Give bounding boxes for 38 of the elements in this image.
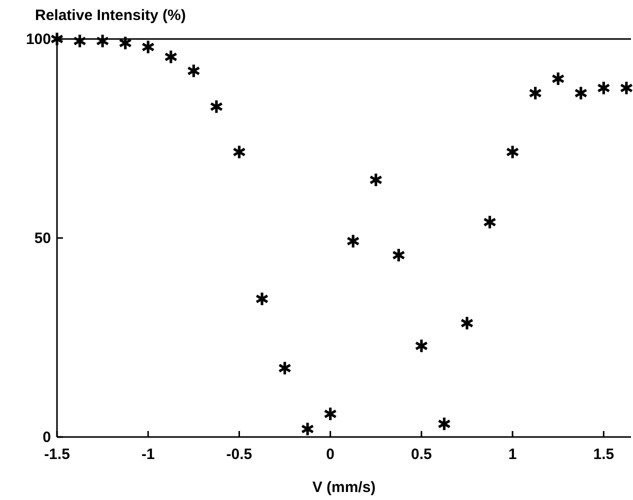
point	[460, 316, 474, 331]
point	[186, 63, 200, 78]
point	[528, 86, 542, 101]
point	[551, 71, 565, 86]
point	[50, 31, 64, 47]
point	[574, 86, 588, 101]
point	[300, 421, 314, 437]
x-tick-label: -0.5	[226, 446, 252, 463]
point	[141, 39, 155, 55]
point	[232, 144, 246, 160]
point	[620, 80, 633, 96]
point	[369, 172, 383, 188]
y-tick-label: 100	[26, 31, 51, 48]
point	[346, 234, 360, 249]
y-axis-title: Relative Intensity (%)	[35, 7, 186, 24]
x-tick-label: 1.5	[593, 446, 614, 463]
point	[483, 214, 496, 230]
point	[324, 406, 338, 422]
y-tick-label: 0	[42, 429, 51, 446]
point	[118, 35, 132, 51]
y-tick-label: 50	[34, 230, 51, 247]
point	[392, 248, 406, 263]
point	[278, 360, 292, 376]
point	[596, 80, 610, 96]
x-tick-label: 0.5	[411, 446, 432, 463]
x-tick-label: -1	[141, 446, 155, 463]
point	[255, 291, 269, 306]
x-tick-label: 0	[326, 446, 335, 463]
point	[210, 99, 224, 114]
point	[438, 416, 451, 432]
point	[73, 33, 86, 49]
point	[164, 49, 178, 64]
point	[96, 33, 110, 49]
x-tick-label: 1	[508, 446, 517, 463]
point	[414, 338, 428, 354]
x-axis-title: V (mm/s)	[312, 479, 376, 496]
x-tick-label: -1.5	[44, 446, 70, 463]
point	[506, 144, 520, 160]
